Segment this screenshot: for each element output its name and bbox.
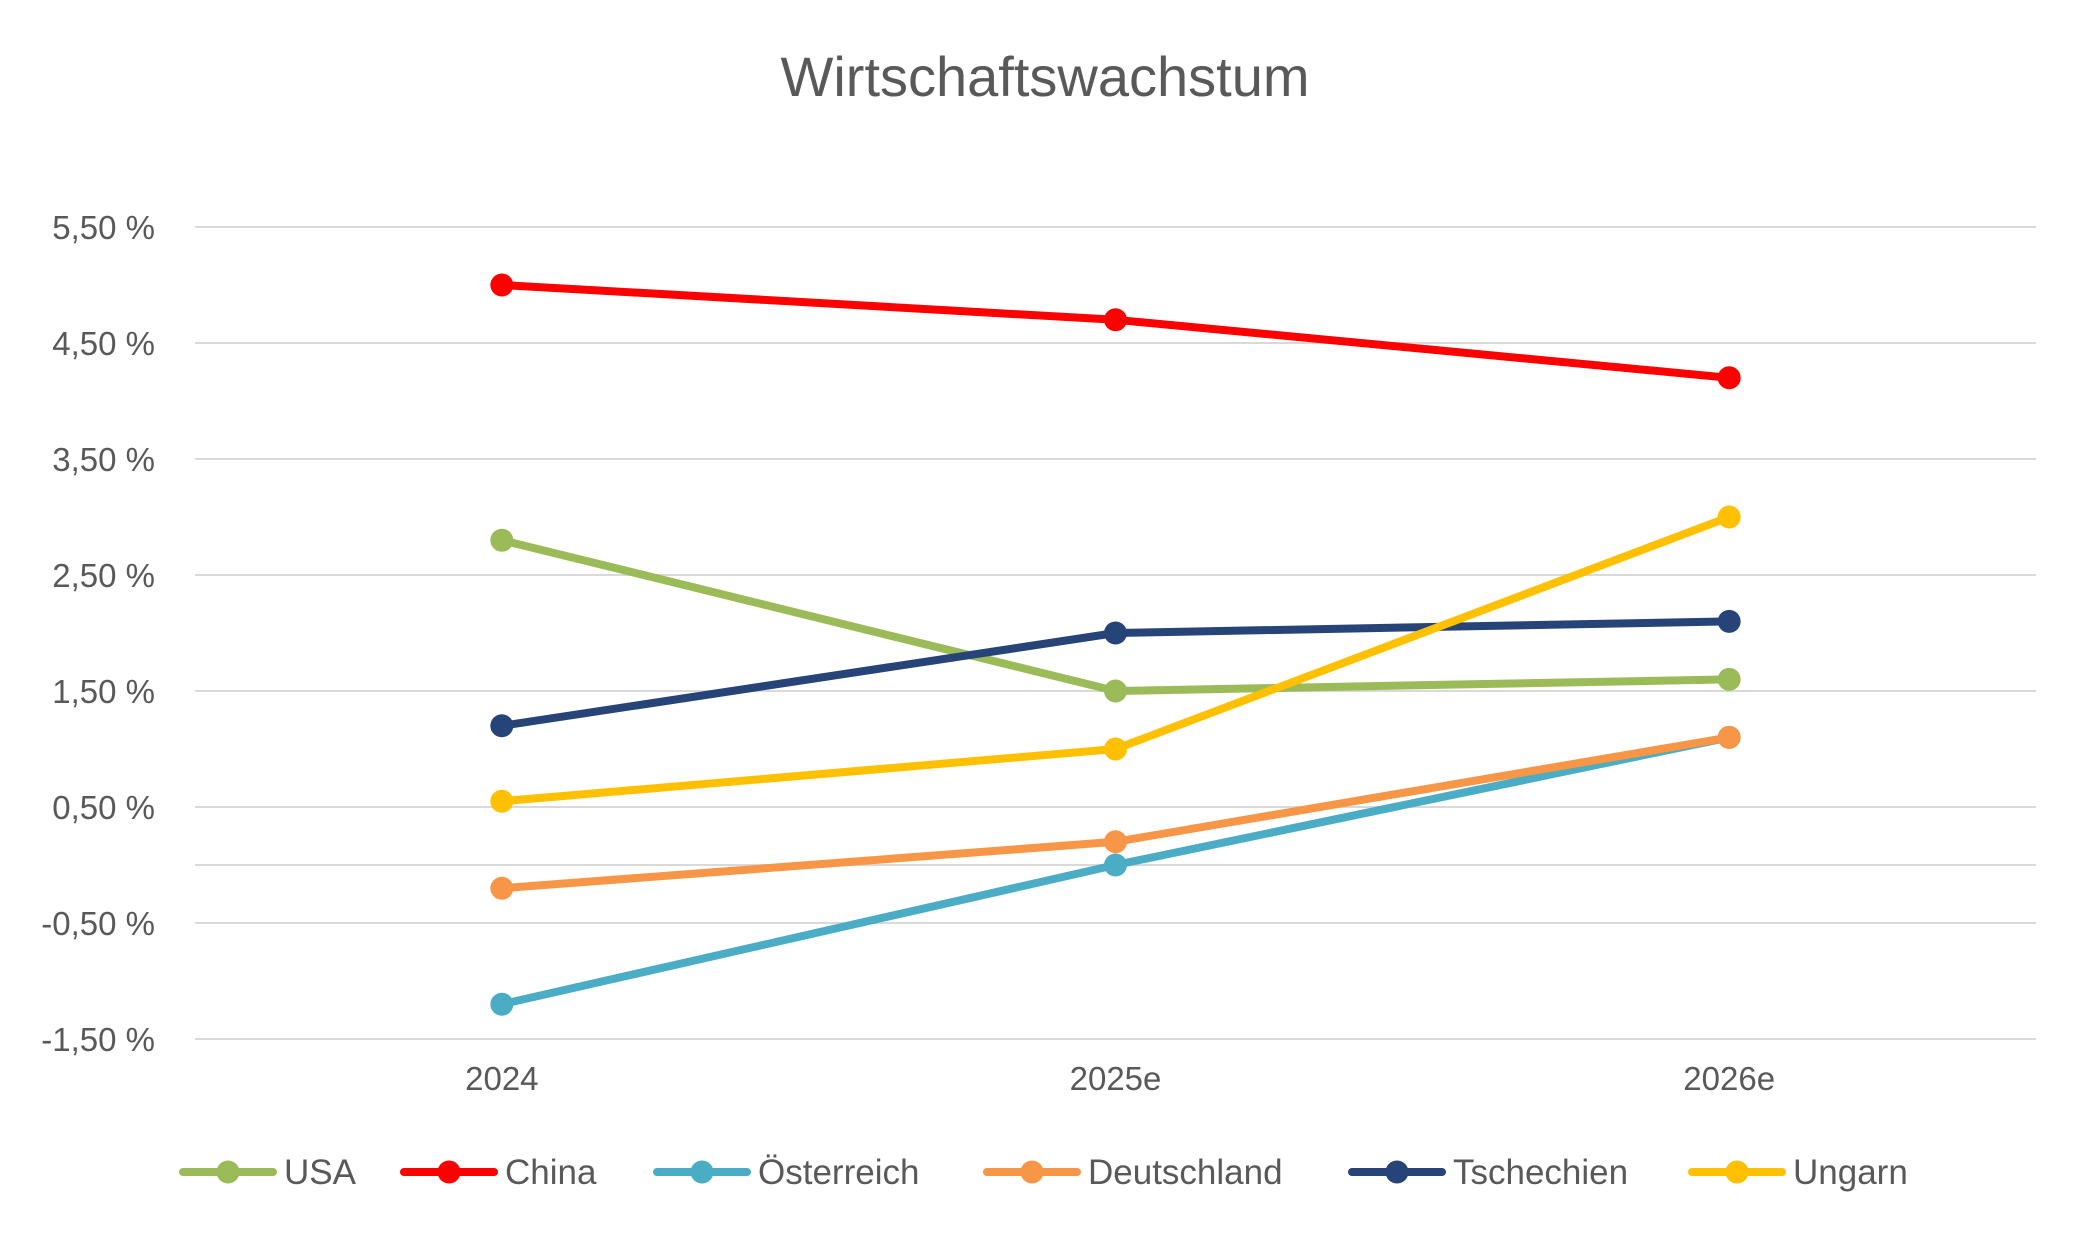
data-point-4-2	[1717, 609, 1741, 633]
series-4	[490, 609, 1741, 738]
series-lines	[490, 273, 1741, 1016]
data-point-5-1	[1104, 737, 1127, 761]
legend-swatch-marker-1	[437, 1160, 461, 1184]
x-tick-label-2: 2026e	[1683, 1060, 1775, 1097]
y-tick-label-7: 5,50 %	[52, 209, 155, 246]
data-point-5-0	[490, 789, 514, 813]
legend-label-3: Deutschland	[1088, 1153, 1283, 1192]
legend: USA China Österreich Deutschland Tschechien U…	[179, 1153, 1908, 1192]
y-tick-label-3: 1,50 %	[52, 673, 155, 710]
data-point-3-1	[1104, 830, 1127, 854]
legend-label-2: Österreich	[758, 1153, 919, 1192]
series-line-0	[497, 536, 1734, 695]
y-tick-label-1: -0,50 %	[41, 905, 155, 942]
y-tick-label-0: -1,50 %	[41, 1021, 155, 1058]
series-0	[490, 528, 1741, 703]
x-tick-label-1: 2025e	[1070, 1060, 1162, 1097]
series-line-1	[497, 281, 1734, 382]
legend-item-0: USA	[179, 1153, 357, 1192]
legend-item-3: Deutschland	[983, 1153, 1283, 1192]
data-point-0-1	[1104, 679, 1127, 703]
data-point-1-0	[490, 273, 514, 297]
y-tick-label-6: 4,50 %	[52, 325, 155, 362]
x-axis-tick-labels: 2024 2025e 2026e	[465, 1060, 1775, 1097]
legend-swatch-marker-3	[1020, 1160, 1044, 1184]
legend-item-5: Ungarn	[1688, 1153, 1908, 1192]
legend-item-4: Tschechien	[1348, 1153, 1628, 1192]
y-tick-label-2: 0,50 %	[52, 789, 155, 826]
y-axis-tick-labels: -1,50 % -0,50 % 0,50 % 1,50 % 2,50 % 3,50 % 4,…	[41, 209, 155, 1058]
legend-swatch-marker-2	[690, 1160, 714, 1184]
legend-label-0: USA	[284, 1153, 357, 1192]
y-tick-label-4: 2,50 %	[52, 557, 155, 594]
y-tick-label-5: 3,50 %	[52, 441, 155, 478]
data-point-1-2	[1717, 366, 1741, 390]
legend-swatch-marker-0	[216, 1160, 240, 1184]
data-point-0-2	[1717, 667, 1741, 691]
legend-swatch-marker-5	[1725, 1160, 1749, 1184]
legend-label-4: Tschechien	[1453, 1153, 1628, 1192]
legend-swatch-marker-4	[1385, 1160, 1409, 1184]
series-5	[490, 505, 1741, 813]
data-point-5-2	[1717, 505, 1741, 529]
data-point-1-1	[1104, 308, 1127, 332]
data-point-0-0	[490, 528, 514, 552]
data-point-2-0	[490, 992, 514, 1016]
data-point-3-0	[490, 876, 514, 900]
data-point-4-0	[490, 714, 514, 738]
legend-label-1: China	[505, 1153, 597, 1192]
x-tick-label-0: 2024	[465, 1060, 538, 1097]
chart-title: Wirtschaftswachstum	[781, 45, 1310, 108]
data-point-2-1	[1104, 853, 1127, 877]
data-point-3-2	[1717, 725, 1741, 749]
series-1	[490, 273, 1741, 390]
legend-item-2: Österreich	[653, 1153, 919, 1192]
data-point-4-1	[1104, 621, 1127, 645]
legend-item-1: China	[400, 1153, 597, 1192]
legend-label-5: Ungarn	[1793, 1153, 1908, 1192]
series-3	[490, 725, 1741, 900]
